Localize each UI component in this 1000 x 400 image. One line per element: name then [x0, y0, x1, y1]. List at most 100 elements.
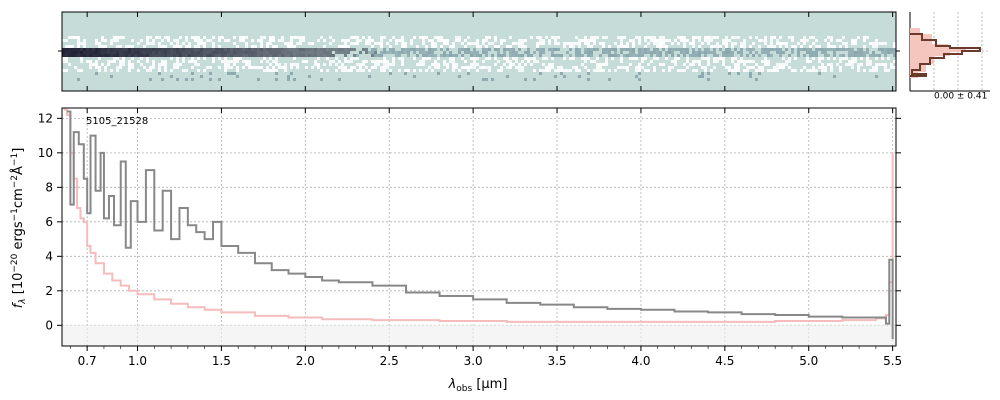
heatmap-cell: [452, 66, 455, 69]
heatmap-cell: [191, 51, 194, 54]
heatmap-cell: [713, 66, 716, 69]
heatmap-cell: [260, 42, 263, 45]
heatmap-cell: [476, 45, 479, 48]
heatmap-cell: [374, 42, 377, 45]
heatmap-cell: [116, 45, 119, 48]
heatmap-cell: [566, 51, 569, 54]
heatmap-cell: [695, 51, 698, 54]
heatmap-cell: [113, 54, 116, 57]
heatmap-cell: [179, 51, 182, 54]
heatmap-cell: [857, 51, 860, 54]
heatmap-cell: [821, 69, 824, 72]
heatmap-cell: [620, 36, 623, 39]
heatmap-cell: [770, 69, 773, 72]
heatmap-cell: [497, 69, 500, 72]
heatmap-cell: [509, 51, 512, 54]
heatmap-cell: [869, 63, 872, 66]
heatmap-cell: [458, 75, 461, 78]
heatmap-cell: [236, 60, 239, 63]
x-tick-label-9: 5.0: [799, 354, 818, 368]
heatmap-cell: [65, 57, 68, 60]
heatmap-cell: [851, 66, 854, 69]
heatmap-cell: [515, 51, 518, 54]
heatmap-cell: [455, 54, 458, 57]
heatmap-cell: [593, 60, 596, 63]
heatmap-cell: [743, 45, 746, 48]
heatmap-cell: [191, 54, 194, 57]
heatmap-cell: [656, 45, 659, 48]
heatmap-cell: [197, 69, 200, 72]
heatmap-cell: [413, 48, 416, 51]
heatmap-cell: [338, 78, 341, 81]
heatmap-cell: [425, 51, 428, 54]
heatmap-cell: [329, 36, 332, 39]
heatmap-cell: [491, 54, 494, 57]
heatmap-cell: [800, 39, 803, 42]
heatmap-cell: [200, 42, 203, 45]
heatmap-cell: [443, 51, 446, 54]
heatmap-cell: [746, 69, 749, 72]
heatmap-cell: [203, 54, 206, 57]
heatmap-cell: [356, 54, 359, 57]
heatmap-cell: [476, 51, 479, 54]
flux-line: [67, 110, 894, 340]
heatmap-cell: [392, 60, 395, 63]
heatmap-cell: [509, 66, 512, 69]
heatmap-cell: [686, 57, 689, 60]
heatmap-cell: [797, 48, 800, 51]
heatmap-cell: [851, 63, 854, 66]
heatmap-cell: [257, 48, 260, 51]
heatmap-cell: [731, 60, 734, 63]
heatmap-cell: [74, 66, 77, 69]
heatmap-cell: [95, 54, 98, 57]
heatmap-cell: [749, 48, 752, 51]
heatmap-cell: [122, 54, 125, 57]
heatmap-cell: [806, 51, 809, 54]
heatmap-cell: [182, 54, 185, 57]
heatmap-cell: [818, 45, 821, 48]
heatmap-cell: [716, 60, 719, 63]
heatmap-cell: [815, 45, 818, 48]
heatmap-cell: [521, 39, 524, 42]
heatmap-cell: [839, 45, 842, 48]
heatmap-cell: [242, 36, 245, 39]
heatmap-cell: [626, 66, 629, 69]
heatmap-cell: [296, 42, 299, 45]
heatmap-cell: [503, 57, 506, 60]
heatmap-cell: [290, 54, 293, 57]
heatmap-cell: [362, 36, 365, 39]
heatmap-cell: [176, 48, 179, 51]
heatmap-cell: [116, 36, 119, 39]
heatmap-cell: [794, 45, 797, 48]
heatmap-cell: [176, 78, 179, 81]
heatmap-cell: [284, 66, 287, 69]
heatmap-cell: [638, 72, 641, 75]
heatmap-cell: [710, 69, 713, 72]
heatmap-cell: [587, 54, 590, 57]
heatmap-cell: [821, 51, 824, 54]
heatmap-cell: [875, 66, 878, 69]
heatmap-cell: [290, 48, 293, 51]
heatmap-cell: [755, 63, 758, 66]
heatmap-cell: [65, 69, 68, 72]
heatmap-cell: [371, 48, 374, 51]
heatmap-cell: [491, 42, 494, 45]
heatmap-cell: [140, 57, 143, 60]
heatmap-cell: [590, 36, 593, 39]
heatmap-cell: [488, 42, 491, 45]
heatmap-cell: [413, 57, 416, 60]
heatmap-cell: [653, 57, 656, 60]
heatmap-cell: [389, 45, 392, 48]
heatmap-cell: [275, 63, 278, 66]
heatmap-cell: [857, 63, 860, 66]
heatmap-cell: [290, 66, 293, 69]
heatmap-cell: [647, 69, 650, 72]
heatmap-cell: [128, 48, 131, 51]
heatmap-cell: [212, 57, 215, 60]
heatmap-cell: [557, 48, 560, 51]
heatmap-cell: [842, 54, 845, 57]
heatmap-cell: [197, 42, 200, 45]
heatmap-cell: [230, 54, 233, 57]
heatmap-cell: [95, 42, 98, 45]
heatmap-cell: [515, 54, 518, 57]
